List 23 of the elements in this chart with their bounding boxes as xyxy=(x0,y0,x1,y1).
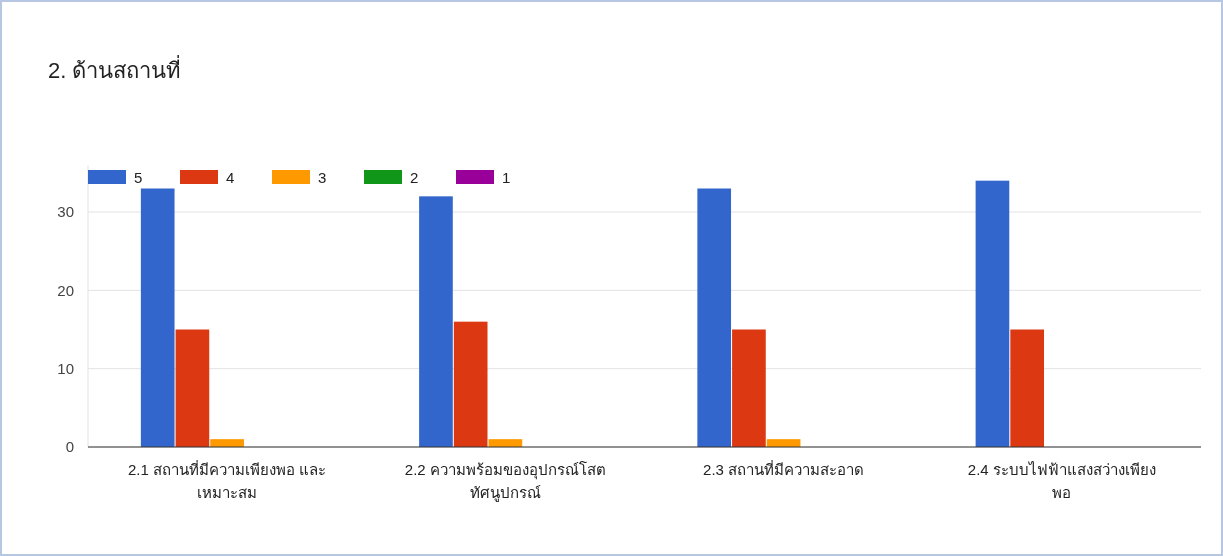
bar xyxy=(732,329,766,447)
legend-label: 2 xyxy=(410,169,419,187)
y-tick-label: 20 xyxy=(57,281,74,299)
legend-label: 3 xyxy=(318,169,327,187)
x-tick-label: 2.3 สถานที่มีความสะอาด xyxy=(703,459,865,478)
bar xyxy=(453,321,488,447)
chart-title: 2. ด้านสถานที่ xyxy=(48,55,182,83)
bar xyxy=(140,188,175,447)
x-tick-label: 2.4 ระบบไฟฟ้าแสงสว่างเพียง พอ xyxy=(967,461,1156,501)
y-tick-label: 10 xyxy=(57,359,74,377)
bar xyxy=(210,439,244,447)
x-tick-label: 2.2 ความพร้อมของอุปกรณ์โสต ทัศนูปกรณ์ xyxy=(404,461,606,502)
bar xyxy=(975,180,1010,447)
legend-label: 1 xyxy=(502,169,511,187)
x-tick-label: 2.1 สถานที่มีความเพียงพอ และ เหมาะสม xyxy=(128,459,327,501)
bar xyxy=(175,329,210,447)
legend-label: 4 xyxy=(226,169,235,187)
bar xyxy=(419,196,453,447)
legend-label: 5 xyxy=(134,169,143,187)
y-tick-label: 30 xyxy=(57,203,74,221)
bar xyxy=(697,188,732,447)
y-tick-label: 0 xyxy=(65,438,74,456)
bar xyxy=(1010,329,1044,447)
